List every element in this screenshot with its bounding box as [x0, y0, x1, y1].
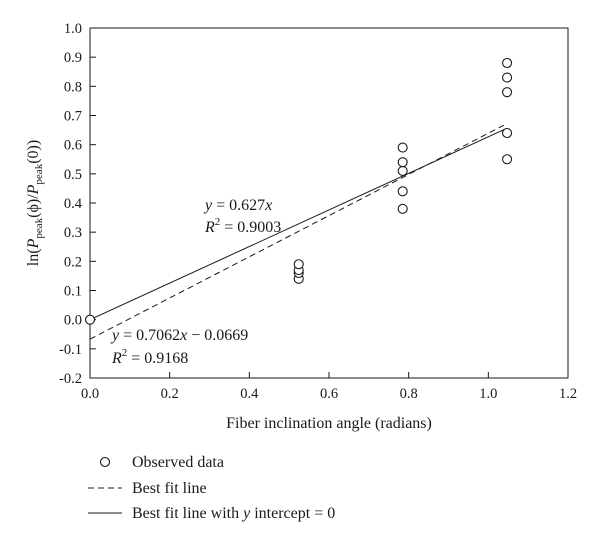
data-point [84, 314, 96, 325]
best-fit-line [89, 123, 508, 340]
data-point [397, 203, 408, 214]
y-tick-label: 0.8 [64, 79, 82, 95]
data-point [397, 186, 408, 197]
x-axis-label: Fiber inclination angle (radians) [226, 415, 432, 432]
observed-data-points [84, 57, 513, 325]
y-tick-label: 0.2 [64, 254, 82, 270]
x-tick-label: 1.2 [559, 386, 577, 402]
legend-zero-intercept-label: Best fit line with y intercept = 0 [132, 505, 335, 522]
y-tick-label: 0.6 [64, 138, 82, 154]
legend-observed-marker [99, 456, 111, 468]
y-tick-label: 0.0 [64, 313, 82, 329]
y-tick-label: -0.2 [59, 371, 82, 387]
x-tick-label: 0.6 [320, 386, 338, 402]
best-fit-line-zero-intercept [89, 127, 508, 321]
x-axis-ticks: 0.0 0.2 0.4 0.6 0.8 1.0 1.2 [81, 372, 577, 402]
y-axis-ticks: -0.2 -0.1 0.0 0.1 0.2 0.3 0.4 0.5 0.6 0.7 0.8 0.9 1.… [59, 21, 96, 387]
data-point [502, 127, 513, 139]
data-point [502, 57, 513, 69]
x-tick-label: 0.8 [400, 386, 418, 402]
y-tick-label: 0.9 [64, 50, 82, 66]
data-point [502, 154, 513, 165]
fit-zero-intercept-r2: R2 = 0.9003 [204, 216, 281, 236]
best-fit-r2: R2 = 0.9168 [111, 347, 188, 367]
y-axis-label: ln(Ppeak(ϕ)/Ppeak(0)) [25, 140, 45, 266]
y-tick-label: 1.0 [64, 21, 82, 37]
y-tick-label: 0.1 [64, 284, 82, 300]
data-point [397, 142, 408, 153]
y-tick-label: -0.1 [59, 342, 82, 358]
y-tick-label: 0.7 [64, 109, 82, 125]
fit-zero-intercept-equation: y = 0.627x [203, 197, 272, 214]
legend-best-fit-label: Best fit line [132, 480, 207, 497]
data-point [397, 165, 408, 176]
best-fit-equation: y = 0.7062x − 0.0669 [110, 327, 248, 344]
x-tick-label: 0.2 [161, 386, 179, 402]
data-point [502, 87, 513, 98]
plot-frame [89, 27, 569, 379]
y-tick-label: 0.5 [64, 167, 82, 183]
y-tick-label: 0.3 [64, 225, 82, 241]
data-point [397, 157, 408, 168]
x-tick-label: 1.0 [479, 386, 497, 402]
x-tick-label: 0.4 [240, 386, 259, 402]
legend: Observed data Best fit line Best fit lin… [88, 454, 335, 522]
data-point [502, 72, 513, 83]
x-tick-label: 0.0 [81, 386, 99, 402]
data-point [293, 259, 304, 270]
y-tick-label: 0.4 [64, 196, 83, 212]
legend-observed-label: Observed data [132, 454, 224, 471]
